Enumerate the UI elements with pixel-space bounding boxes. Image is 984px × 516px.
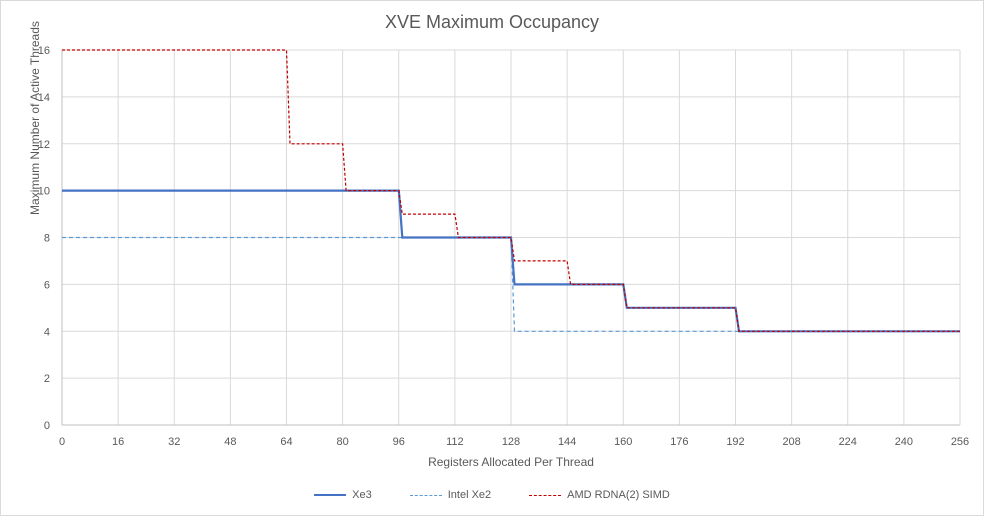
legend-item: AMD RDNA(2) SIMD: [529, 489, 670, 501]
legend-swatch: [409, 494, 442, 496]
x-axis-label: Registers Allocated Per Thread: [428, 455, 594, 469]
x-tick-label: 208: [782, 436, 800, 448]
y-tick-label: 8: [44, 233, 50, 245]
x-tick-label: 16: [112, 436, 124, 448]
y-tick-label: 10: [38, 186, 50, 198]
x-tick-label: 224: [839, 436, 857, 448]
y-tick-label: 0: [44, 420, 50, 432]
x-tick-label: 112: [446, 436, 464, 448]
x-tick-label: 48: [224, 436, 236, 448]
legend-swatch: [314, 494, 347, 496]
legend-swatch: [529, 494, 562, 496]
legend-item: Xe3: [314, 489, 372, 501]
legend-label: Xe3: [352, 489, 372, 501]
y-tick-label: 2: [44, 373, 50, 385]
y-tick-label: 16: [38, 45, 50, 57]
legend: Xe3 Intel Xe2 AMD RDNA(2) SIMD: [0, 489, 984, 501]
y-tick-label: 12: [38, 139, 50, 151]
x-tick-label: 32: [168, 436, 180, 448]
x-tick-label: 240: [895, 436, 913, 448]
x-tick-label: 128: [502, 436, 520, 448]
x-tick-label: 144: [558, 436, 576, 448]
x-tick-label: 96: [393, 436, 405, 448]
x-tick-label: 256: [951, 436, 969, 448]
x-tick-label: 0: [59, 436, 65, 448]
y-axis-label: Maximum Number of Active Threads: [28, 21, 42, 215]
x-tick-label: 176: [670, 436, 688, 448]
x-tick-label: 160: [614, 436, 632, 448]
x-tick-label: 80: [337, 436, 349, 448]
y-tick-label: 6: [44, 279, 50, 291]
series-line-amd-rdna-2-simd: [62, 49, 960, 332]
legend-label: AMD RDNA(2) SIMD: [567, 489, 670, 501]
x-tick-label: 192: [726, 436, 744, 448]
chart-title: XVE Maximum Occupancy: [384, 12, 600, 32]
series-line-intel-xe2: [62, 236, 960, 332]
legend-label: Intel Xe2: [447, 489, 492, 501]
x-tick-label: 64: [280, 436, 292, 448]
y-tick-label: 4: [44, 326, 50, 338]
legend-item: Intel Xe2: [409, 489, 492, 501]
y-tick-label: 14: [38, 92, 50, 104]
